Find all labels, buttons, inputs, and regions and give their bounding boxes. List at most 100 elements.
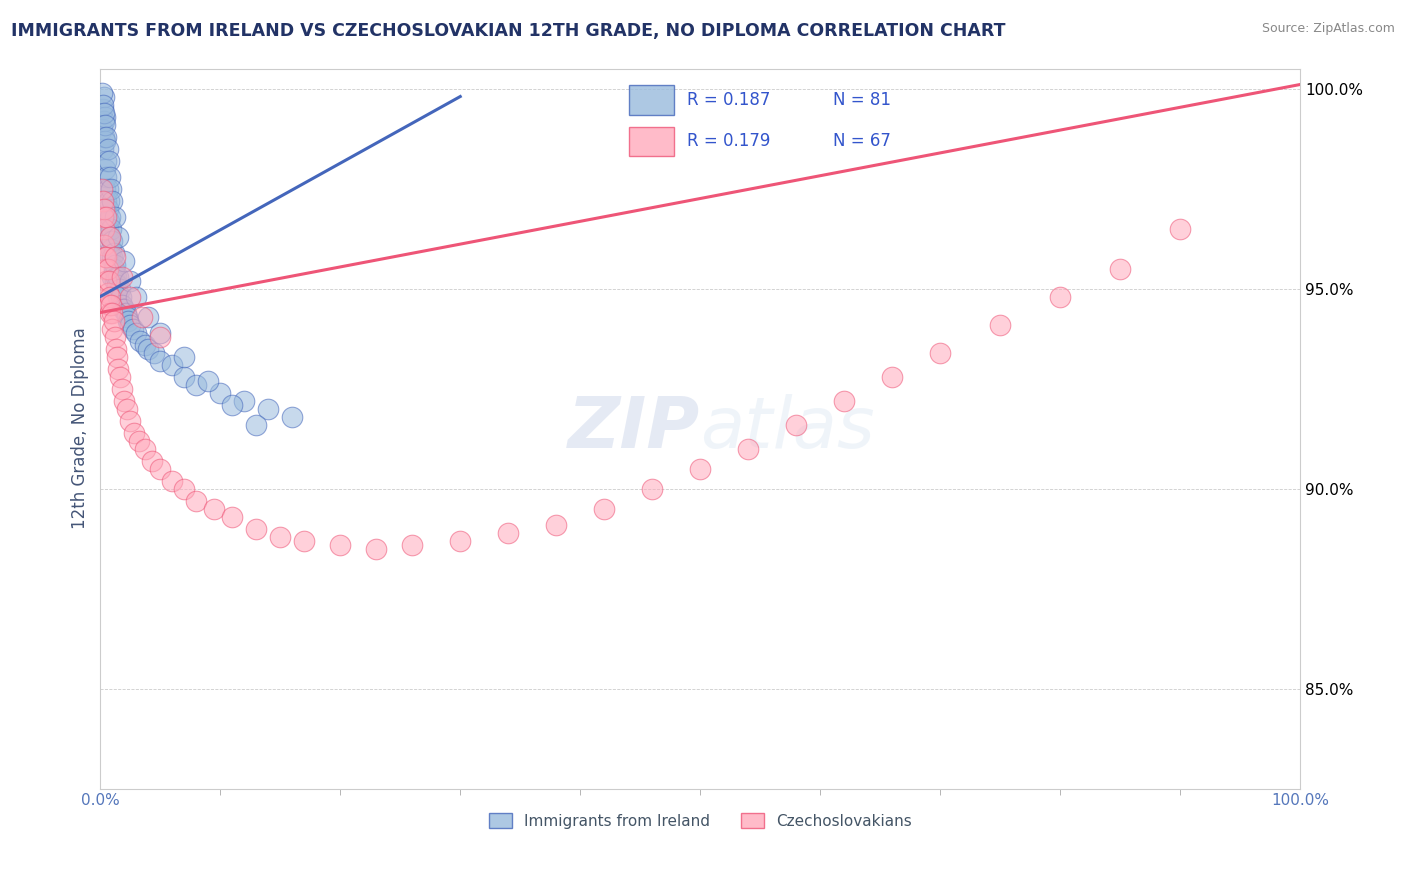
Point: [128, 434, 150, 448]
Point: [131, 310, 153, 324]
Point: [257, 401, 280, 416]
Point: [641, 482, 664, 496]
Point: [104, 250, 127, 264]
Point: [94, 181, 117, 195]
Point: [108, 369, 131, 384]
Point: [103, 313, 125, 327]
Point: [94, 261, 117, 276]
Point: [104, 210, 127, 224]
Point: [1168, 221, 1191, 235]
Point: [366, 541, 388, 556]
Point: [292, 533, 315, 548]
Point: [125, 289, 148, 303]
Point: [245, 417, 267, 432]
Point: [97, 297, 120, 311]
Point: [107, 361, 129, 376]
Legend: Immigrants from Ireland, Czechoslovakians: Immigrants from Ireland, Czechoslovakian…: [482, 806, 918, 835]
Point: [100, 221, 122, 235]
Point: [100, 181, 122, 195]
Point: [186, 493, 208, 508]
Point: [111, 382, 134, 396]
Point: [96, 202, 118, 216]
Point: [96, 261, 118, 276]
Point: [108, 281, 131, 295]
Point: [93, 129, 115, 144]
Y-axis label: 12th Grade, No Diploma: 12th Grade, No Diploma: [72, 327, 89, 529]
Point: [103, 261, 125, 276]
Point: [94, 110, 117, 124]
Point: [97, 273, 120, 287]
Point: [97, 194, 120, 208]
Point: [149, 461, 172, 475]
Point: [96, 273, 118, 287]
Point: [832, 393, 855, 408]
Point: [107, 289, 129, 303]
Point: [209, 385, 232, 400]
Point: [98, 229, 121, 244]
Point: [138, 310, 160, 324]
Point: [97, 153, 120, 168]
Point: [115, 401, 138, 416]
Point: [96, 169, 118, 184]
Point: [91, 142, 114, 156]
Point: [96, 250, 118, 264]
Point: [105, 277, 128, 292]
Point: [120, 289, 142, 303]
Point: [115, 310, 138, 324]
Text: IMMIGRANTS FROM IRELAND VS CZECHOSLOVAKIAN 12TH GRADE, NO DIPLOMA CORRELATION CH: IMMIGRANTS FROM IRELAND VS CZECHOSLOVAKI…: [11, 22, 1005, 40]
Text: Source: ZipAtlas.com: Source: ZipAtlas.com: [1261, 22, 1395, 36]
Point: [96, 129, 118, 144]
Point: [104, 281, 127, 295]
Point: [112, 301, 135, 316]
Point: [94, 134, 117, 148]
Point: [149, 353, 172, 368]
Point: [329, 537, 352, 551]
Point: [107, 269, 129, 284]
Point: [101, 250, 124, 264]
Point: [104, 329, 127, 343]
Point: [689, 461, 711, 475]
Point: [882, 369, 904, 384]
Point: [114, 305, 136, 319]
Point: [101, 234, 124, 248]
Point: [125, 326, 148, 340]
Point: [101, 321, 124, 335]
Point: [97, 213, 120, 227]
Point: [173, 369, 195, 384]
Point: [98, 169, 121, 184]
Point: [105, 350, 128, 364]
Point: [1109, 261, 1132, 276]
Point: [96, 153, 118, 168]
Point: [149, 326, 172, 340]
Point: [120, 413, 142, 427]
Point: [122, 425, 145, 440]
Point: [593, 501, 616, 516]
Point: [197, 374, 219, 388]
Point: [111, 269, 134, 284]
Point: [162, 474, 184, 488]
Point: [101, 269, 124, 284]
Point: [110, 289, 132, 303]
Point: [98, 289, 121, 303]
Point: [98, 229, 121, 244]
Point: [269, 529, 291, 543]
Point: [93, 237, 115, 252]
Point: [100, 297, 122, 311]
Point: [120, 273, 142, 287]
Point: [91, 97, 114, 112]
Point: [94, 250, 117, 264]
Point: [141, 453, 163, 467]
Point: [96, 210, 118, 224]
Point: [129, 334, 152, 348]
Point: [121, 321, 143, 335]
Point: [134, 442, 156, 456]
Point: [988, 318, 1011, 332]
Point: [96, 142, 118, 156]
Point: [91, 210, 114, 224]
Point: [221, 398, 243, 412]
Point: [96, 181, 118, 195]
Point: [96, 221, 118, 235]
Point: [100, 242, 122, 256]
Point: [112, 393, 135, 408]
Point: [401, 537, 423, 551]
